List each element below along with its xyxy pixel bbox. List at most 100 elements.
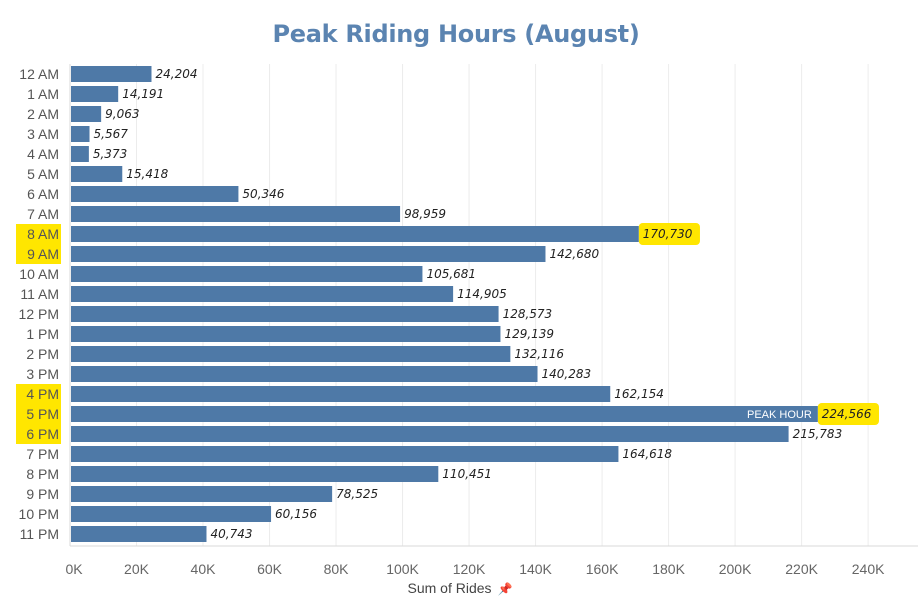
data-label: 114,905 [457, 287, 507, 301]
y-tick-label: 9 PM [26, 486, 59, 502]
y-tick-label: 12 AM [19, 66, 59, 82]
bars [71, 66, 818, 542]
category-highlight [16, 404, 61, 424]
data-labels: 24,204 14,191 9,063 5,567 5,373 15,418 50,346 9… [93, 67, 872, 541]
y-tick-label: 11 PM [20, 526, 59, 542]
y-tick-label: 1 PM [26, 326, 59, 342]
y-tick-label: 2 AM [27, 106, 59, 122]
bar[interactable] [71, 286, 454, 302]
data-label: 142,680 [549, 247, 599, 261]
bar[interactable] [71, 506, 272, 522]
category-highlight [16, 384, 61, 404]
data-label: 5,373 [93, 147, 127, 161]
data-label: 60,156 [275, 507, 317, 521]
highlights [16, 223, 879, 444]
value-highlight [638, 223, 700, 245]
x-axis-title: Sum of Rides 📌 [0, 580, 920, 596]
y-tick-label: 9 AM [27, 246, 59, 262]
bar[interactable] [71, 406, 818, 422]
x-tick-label: 180K [652, 561, 685, 575]
data-label: 50,346 [242, 187, 284, 201]
y-axis-ticks: 12 AM 1 AM 2 AM 3 AM 4 AM 5 AM 6 AM 7 AM 8 AM 9 A… [19, 66, 59, 542]
data-label: 98,959 [404, 207, 446, 221]
y-tick-label: 10 AM [19, 266, 59, 282]
data-label: 140,283 [542, 367, 592, 381]
bar[interactable] [71, 66, 152, 82]
bar[interactable] [71, 326, 501, 342]
pin-icon[interactable]: 📌 [497, 582, 513, 596]
y-tick-label: 4 AM [27, 146, 59, 162]
peak-hour-annotation: PEAK HOUR [747, 409, 812, 421]
data-label: 110,451 [442, 467, 492, 481]
x-tick-label: 80K [324, 561, 350, 575]
y-tick-label: 4 PM [26, 386, 59, 402]
data-label: 162,154 [614, 387, 664, 401]
bar[interactable] [71, 86, 119, 102]
x-axis-title-text: Sum of Rides [407, 580, 492, 596]
bar[interactable] [71, 446, 619, 462]
data-label: 170,730 [643, 227, 693, 241]
y-tick-label: 2 PM [26, 346, 59, 362]
data-label: 215,783 [793, 427, 843, 441]
bar[interactable] [71, 306, 499, 322]
x-tick-label: 20K [124, 561, 150, 575]
bar[interactable] [71, 186, 239, 202]
y-tick-label: 3 AM [27, 126, 59, 142]
data-label: 14,191 [122, 87, 164, 101]
y-tick-label: 6 PM [26, 426, 59, 442]
bar[interactable] [71, 246, 546, 262]
y-tick-label: 8 AM [27, 226, 59, 242]
value-highlight [817, 403, 879, 425]
bar[interactable] [71, 126, 90, 142]
y-tick-label: 10 PM [19, 506, 59, 522]
bar[interactable] [71, 466, 439, 482]
y-tick-label: 3 PM [26, 366, 59, 382]
bar[interactable] [71, 166, 123, 182]
bar[interactable] [71, 426, 789, 442]
y-tick-label: 6 AM [27, 186, 59, 202]
data-label: 132,116 [514, 347, 564, 361]
bar-chart: 24,204 14,191 9,063 5,567 5,373 15,418 50,346 9… [16, 64, 918, 575]
data-label: 224,566 [822, 407, 872, 421]
x-tick-label: 160K [586, 561, 619, 575]
data-label: 78,525 [336, 487, 378, 501]
data-label: 5,567 [94, 127, 129, 141]
chart-title: Peak Riding Hours (August) [272, 20, 640, 48]
bar[interactable] [71, 266, 423, 282]
x-axis-ticks: 0K 20K 40K 60K 80K 100K 120K 140K 160K 180K 200K 22… [65, 561, 885, 575]
category-highlight [16, 224, 61, 244]
x-tick-label: 200K [719, 561, 752, 575]
bar[interactable] [71, 146, 89, 162]
y-tick-label: 7 PM [26, 446, 59, 462]
bar[interactable] [71, 526, 207, 542]
bar[interactable] [71, 486, 333, 502]
x-tick-label: 40K [191, 561, 217, 575]
bar[interactable] [71, 106, 102, 122]
bar[interactable] [71, 386, 611, 402]
y-tick-label: 5 AM [27, 166, 59, 182]
y-tick-label: 5 PM [26, 406, 59, 422]
category-highlight [16, 244, 61, 264]
data-label: 40,743 [210, 527, 252, 541]
y-tick-label: 11 AM [20, 286, 59, 302]
bar[interactable] [71, 366, 538, 382]
data-label: 129,139 [504, 327, 554, 341]
category-highlight [16, 424, 61, 444]
bar[interactable] [71, 346, 511, 362]
x-tick-label: 120K [453, 561, 486, 575]
y-tick-label: 8 PM [26, 466, 59, 482]
data-label: 105,681 [426, 267, 476, 281]
data-label: 24,204 [155, 67, 197, 81]
x-tick-label: 100K [386, 561, 419, 575]
bar[interactable] [71, 226, 639, 242]
data-label: 128,573 [503, 307, 553, 321]
bar[interactable] [71, 206, 401, 222]
data-label: 9,063 [105, 107, 139, 121]
x-tick-label: 60K [257, 561, 283, 575]
y-tick-label: 7 AM [27, 206, 59, 222]
grid-lines [69, 64, 918, 547]
y-tick-label: 12 PM [19, 306, 59, 322]
x-tick-label: 220K [785, 561, 818, 575]
data-label: 164,618 [622, 447, 672, 461]
x-tick-label: 0K [65, 561, 83, 575]
